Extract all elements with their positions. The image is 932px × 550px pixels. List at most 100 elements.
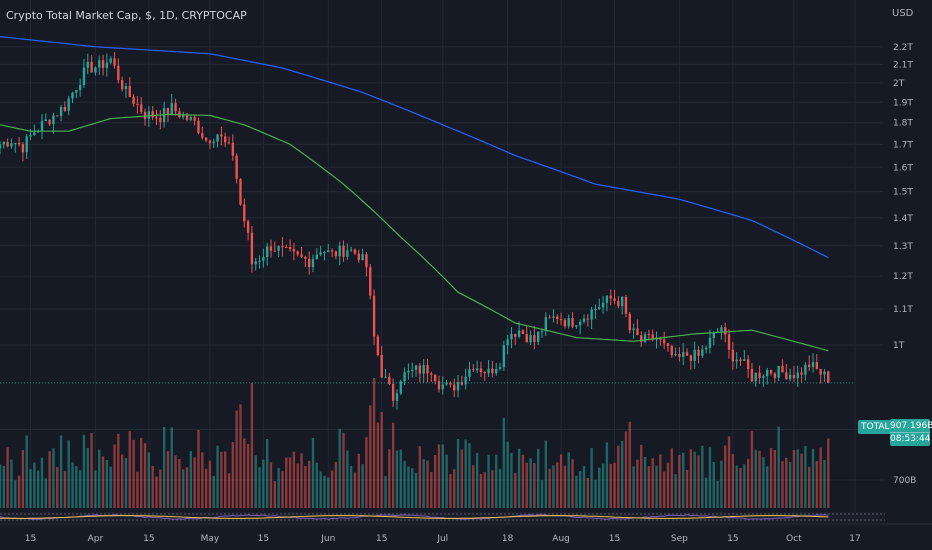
volume-bar: [182, 469, 185, 508]
candle-body: [632, 328, 635, 331]
volume-bar: [563, 465, 567, 508]
volume-bar: [498, 468, 502, 508]
candle-body: [334, 251, 338, 257]
candle-body: [109, 58, 112, 63]
candle-body: [204, 137, 208, 141]
candle-body: [71, 92, 74, 99]
candle-body: [319, 252, 322, 255]
volume-bar: [414, 472, 418, 508]
candle-body: [712, 332, 715, 338]
candle-body: [754, 372, 757, 382]
candle-body: [769, 370, 773, 374]
candle-body: [10, 143, 13, 147]
candle-body: [735, 359, 738, 362]
volume-bar: [659, 454, 662, 508]
candle-body: [758, 372, 761, 378]
volume-bar: [716, 480, 719, 508]
volume-bar: [502, 417, 506, 508]
candle-body: [590, 309, 593, 320]
candle-body: [495, 368, 498, 374]
candle-body: [216, 134, 219, 142]
candle-body: [277, 246, 280, 251]
candle-body: [414, 365, 418, 370]
volume-bar: [384, 476, 387, 508]
volume-bar: [395, 450, 399, 508]
candle-body: [281, 246, 284, 248]
volume-bar: [98, 449, 101, 508]
volume-bar: [647, 466, 651, 508]
x-tick-label: 15: [25, 534, 36, 544]
volume-bar: [143, 443, 147, 508]
volume-bar: [704, 477, 708, 508]
volume-bar: [170, 427, 173, 508]
volume-bar: [441, 444, 444, 508]
x-tick-label: May: [201, 534, 220, 544]
candle-body: [407, 370, 410, 373]
chart-title: Crypto Total Market Cap, $, 1D, CRYPTOCA…: [6, 9, 247, 22]
x-tick-label: 18: [502, 534, 514, 544]
volume-bar: [479, 473, 483, 508]
volume-bar: [109, 466, 112, 508]
candle-body: [502, 345, 506, 368]
volume-bar: [510, 452, 513, 508]
candle-body: [231, 142, 235, 156]
y-tick-label: 2.2T: [893, 43, 913, 53]
volume-bar: [750, 431, 754, 508]
volume-bar: [693, 451, 696, 508]
volume-bar: [151, 465, 154, 508]
candle-body: [6, 142, 9, 147]
volume-bar: [777, 426, 780, 508]
volume-bar: [29, 469, 32, 508]
volume-bar: [708, 447, 712, 508]
candle-body: [311, 258, 315, 268]
candle-body: [349, 249, 353, 251]
candle-body: [453, 384, 456, 391]
candle-body: [521, 330, 525, 335]
candle-body: [594, 308, 597, 310]
candle-body: [689, 355, 693, 361]
volume-bar: [785, 457, 788, 508]
volume-bar: [56, 467, 59, 508]
candle-body: [781, 365, 784, 373]
bar-countdown: 08:53:44: [890, 432, 931, 444]
candle-body: [224, 136, 227, 143]
candle-body: [746, 359, 750, 370]
volume-bar: [548, 468, 551, 508]
volume-bar: [94, 470, 97, 508]
candle-body: [640, 335, 643, 342]
volume-bar: [445, 454, 448, 508]
candle-body: [399, 381, 402, 394]
candle-body: [63, 107, 67, 111]
y-tick-label: 2T: [893, 79, 905, 89]
candle-body: [292, 249, 296, 252]
volume-bar: [266, 438, 269, 508]
symbol-tag: TOTAL: [858, 420, 893, 434]
candle-body: [510, 333, 513, 340]
candle-body: [766, 370, 769, 376]
candle-body: [823, 371, 826, 375]
indicator-line-1: [0, 514, 829, 520]
candle-body: [567, 318, 570, 327]
currency-label[interactable]: USD: [892, 8, 914, 19]
volume-bar: [613, 462, 616, 508]
volume-bar: [762, 457, 765, 508]
candle-body: [220, 134, 223, 137]
candle-body: [426, 365, 429, 374]
candle-body: [792, 374, 796, 379]
candle-body: [517, 330, 521, 337]
volume-bar: [697, 455, 700, 508]
candle-body: [44, 119, 47, 122]
candle-body: [422, 365, 425, 374]
volume-bar: [506, 441, 509, 508]
candle-body: [403, 372, 406, 382]
volume-bar: [605, 442, 609, 508]
volume-bar: [117, 433, 120, 508]
candle-body: [189, 117, 193, 120]
candle-body: [208, 140, 212, 144]
volume-bar: [426, 460, 429, 508]
volume-bar: [418, 446, 422, 508]
volume-bar: [517, 448, 521, 508]
candle-body: [613, 298, 616, 301]
candle-body: [323, 252, 326, 254]
